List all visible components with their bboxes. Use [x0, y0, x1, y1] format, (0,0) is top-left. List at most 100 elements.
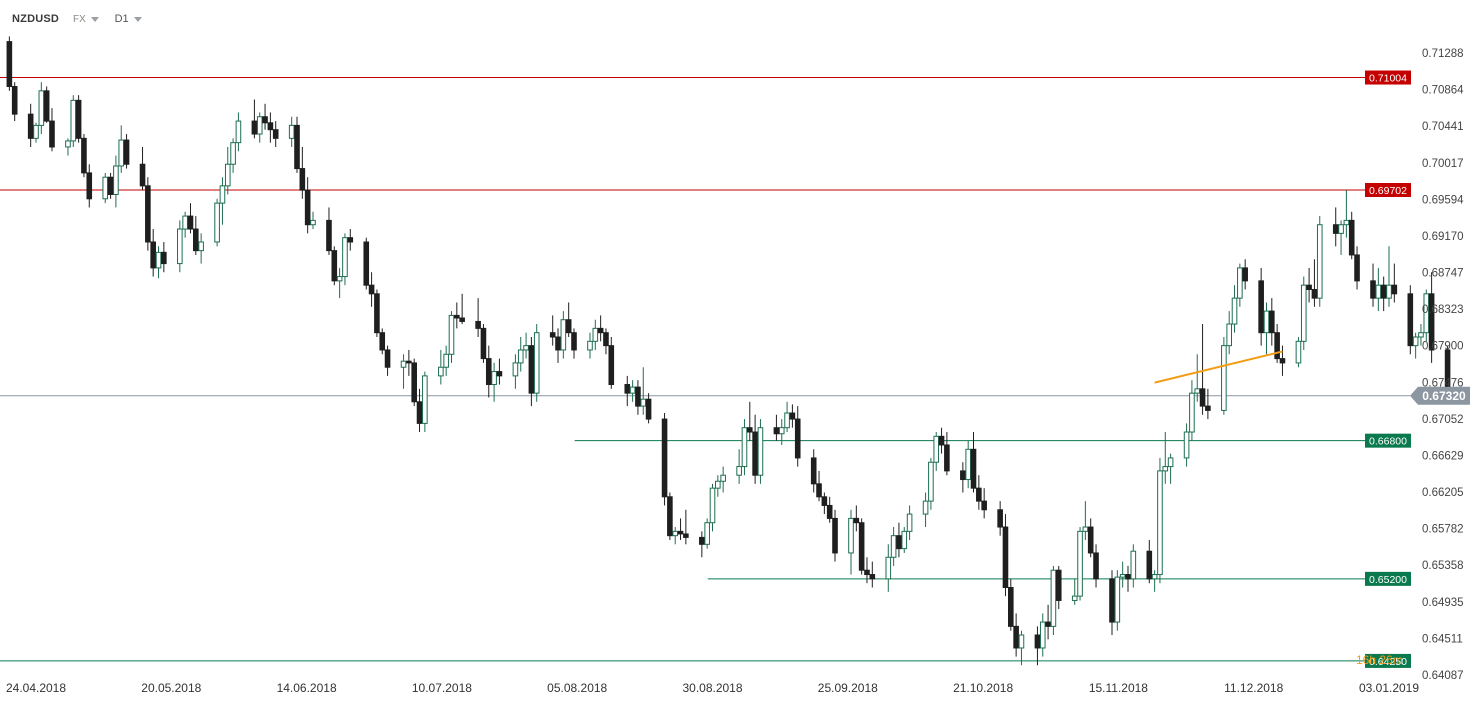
- candle-body: [778, 427, 785, 435]
- candle-body: [1119, 574, 1126, 578]
- candle: [645, 393, 652, 424]
- candle: [38, 82, 45, 135]
- current-price-tag: [1410, 386, 1470, 405]
- candle-body: [1050, 569, 1057, 627]
- candle-body: [1125, 574, 1131, 580]
- candle: [1370, 263, 1376, 307]
- candle-body: [603, 332, 609, 347]
- candle: [1306, 267, 1312, 303]
- candle-body: [1157, 470, 1163, 576]
- candle-body: [1071, 595, 1078, 601]
- candle: [848, 509, 854, 575]
- candle-body: [1007, 587, 1014, 627]
- candle: [715, 475, 721, 497]
- candle: [778, 419, 785, 445]
- level-tag-label: 0.64250: [1369, 656, 1407, 668]
- candle: [933, 432, 940, 471]
- candle-body: [821, 496, 828, 506]
- candle: [1237, 263, 1243, 307]
- x-tick-label: 11.12.2018: [1224, 681, 1283, 695]
- candle-body: [1146, 550, 1153, 580]
- candle: [592, 319, 599, 350]
- candle: [267, 112, 274, 143]
- candle: [1279, 345, 1286, 376]
- candle: [1114, 570, 1121, 631]
- candle: [571, 328, 577, 359]
- candle: [230, 138, 236, 173]
- candle-body: [454, 314, 460, 319]
- candle-body: [1316, 224, 1323, 299]
- candle-body: [784, 412, 790, 429]
- trendline[interactable]: [1154, 350, 1283, 384]
- candle: [858, 518, 865, 575]
- candle-body: [177, 228, 183, 265]
- candle-body: [485, 358, 492, 386]
- candle: [454, 302, 460, 329]
- candle: [1162, 432, 1169, 484]
- level-tag: [1365, 182, 1411, 197]
- candle: [187, 203, 194, 234]
- y-tick-label: 0.67052: [1422, 414, 1464, 426]
- candle-body: [885, 556, 892, 580]
- candle: [75, 95, 82, 143]
- candle: [1391, 263, 1398, 303]
- candle: [113, 155, 119, 208]
- candle: [161, 241, 167, 273]
- trendline-group: [1154, 350, 1283, 384]
- candle: [288, 116, 295, 147]
- candle: [1386, 246, 1392, 307]
- candle: [922, 492, 929, 528]
- candle: [667, 492, 673, 540]
- candle-body: [400, 360, 407, 368]
- candle: [741, 419, 748, 476]
- candle: [182, 211, 188, 238]
- timeframe-selector[interactable]: D1: [115, 13, 142, 25]
- candle: [1295, 337, 1302, 368]
- candle-body: [976, 487, 982, 502]
- candle-body: [416, 401, 423, 424]
- candle-body: [1332, 224, 1339, 234]
- candle: [1242, 259, 1248, 290]
- candle-body: [1306, 284, 1312, 290]
- candle: [1332, 207, 1339, 247]
- candle-body: [262, 116, 268, 124]
- candle-body: [1274, 332, 1280, 360]
- candle-body: [944, 444, 950, 472]
- candle-body: [288, 124, 295, 139]
- candle: [1412, 332, 1419, 359]
- candle: [1263, 302, 1270, 355]
- candle: [475, 298, 481, 338]
- y-tick-label: 0.66629: [1422, 450, 1464, 462]
- candle: [1226, 311, 1232, 355]
- y-tick-label: 0.70864: [1422, 85, 1464, 97]
- candle-body: [235, 120, 242, 144]
- candle: [1071, 578, 1078, 605]
- candle: [198, 233, 204, 264]
- candle: [49, 108, 55, 152]
- candle-body: [33, 124, 39, 139]
- candle-body: [1018, 634, 1025, 649]
- candle-body: [272, 129, 279, 139]
- candle-body: [1263, 310, 1270, 334]
- candle: [1151, 570, 1158, 592]
- candle: [794, 406, 801, 467]
- candle: [1418, 324, 1424, 346]
- level-tag: [1365, 70, 1411, 85]
- candle: [1167, 453, 1174, 484]
- candle-body: [443, 353, 449, 368]
- candle-body: [193, 228, 199, 252]
- candle-body: [587, 340, 593, 351]
- candle-body: [187, 215, 194, 230]
- candle-body: [858, 522, 865, 571]
- candle: [1045, 604, 1051, 640]
- y-tick-label: 0.69594: [1422, 194, 1464, 206]
- x-tick-label: 15.11.2018: [1089, 681, 1148, 695]
- candle-body: [512, 362, 519, 377]
- candle: [1258, 267, 1264, 346]
- candle: [709, 483, 716, 532]
- candle: [746, 401, 753, 441]
- market-selector[interactable]: FX: [73, 14, 99, 25]
- candle-body: [102, 176, 109, 200]
- level-tag: [1365, 571, 1411, 586]
